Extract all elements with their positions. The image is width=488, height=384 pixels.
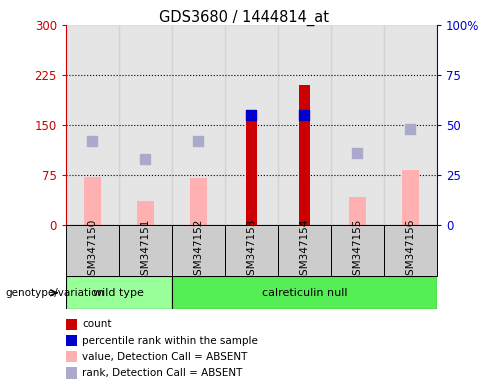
Text: genotype/variation: genotype/variation — [5, 288, 104, 298]
Text: GDS3680 / 1444814_at: GDS3680 / 1444814_at — [159, 10, 329, 26]
Bar — [172, 225, 225, 276]
Point — [194, 138, 202, 144]
Point — [247, 112, 255, 118]
Bar — [190, 178, 207, 225]
Bar — [66, 25, 119, 225]
Bar — [246, 116, 257, 225]
Bar — [349, 197, 366, 225]
Point — [407, 126, 414, 132]
Bar — [331, 225, 384, 276]
Bar — [299, 85, 309, 225]
Bar — [278, 25, 331, 225]
Text: value, Detection Call = ABSENT: value, Detection Call = ABSENT — [82, 352, 248, 362]
Bar — [66, 276, 172, 309]
Bar — [331, 25, 384, 225]
Bar — [84, 177, 101, 225]
Text: GSM347150: GSM347150 — [87, 219, 98, 282]
Bar — [172, 276, 437, 309]
Bar — [384, 225, 437, 276]
Bar — [172, 25, 225, 225]
Bar — [402, 170, 419, 225]
Bar — [384, 25, 437, 225]
Point — [353, 150, 361, 156]
Bar — [137, 201, 154, 225]
Text: GSM347152: GSM347152 — [193, 219, 203, 282]
Point — [301, 112, 308, 118]
Text: GSM347154: GSM347154 — [299, 219, 309, 282]
Bar — [119, 225, 172, 276]
Text: GSM347153: GSM347153 — [246, 219, 256, 282]
Point — [142, 156, 149, 162]
Text: rank, Detection Call = ABSENT: rank, Detection Call = ABSENT — [82, 368, 243, 378]
Text: count: count — [82, 319, 112, 329]
Text: wild type: wild type — [93, 288, 144, 298]
Text: calreticulin null: calreticulin null — [262, 288, 347, 298]
Text: GSM347155: GSM347155 — [352, 219, 362, 282]
Bar — [278, 225, 331, 276]
Bar — [66, 225, 119, 276]
Bar — [225, 25, 278, 225]
Text: GSM347151: GSM347151 — [141, 219, 150, 282]
Bar — [119, 25, 172, 225]
Text: GSM347156: GSM347156 — [405, 219, 415, 282]
Text: percentile rank within the sample: percentile rank within the sample — [82, 336, 258, 346]
Bar — [225, 225, 278, 276]
Point — [88, 138, 96, 144]
